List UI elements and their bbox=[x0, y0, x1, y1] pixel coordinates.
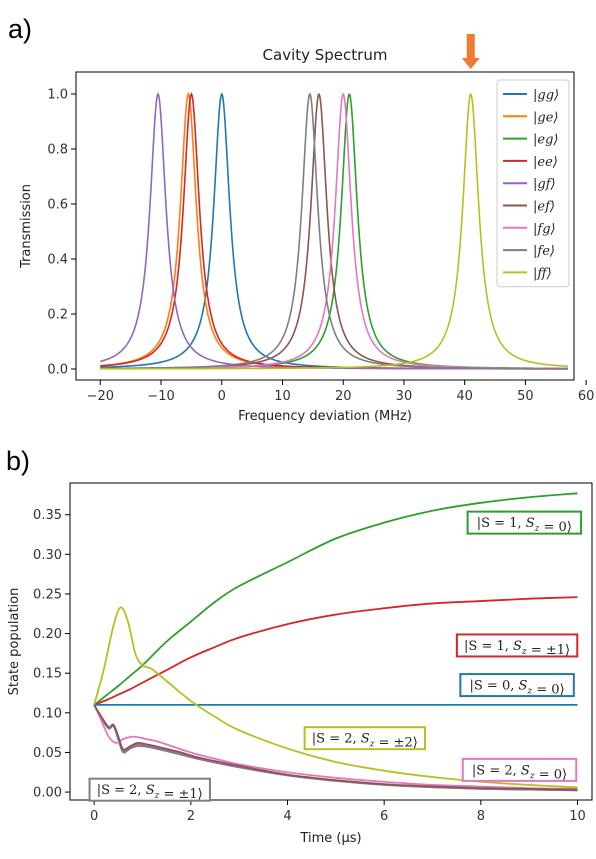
legend-label-gg: |gg⟩ bbox=[533, 88, 559, 103]
legend-label-eg: |eg⟩ bbox=[533, 133, 558, 148]
y-tick-label: 0.20 bbox=[33, 627, 62, 642]
legend-label-ge: |ge⟩ bbox=[533, 110, 558, 125]
x-tick-label: −10 bbox=[147, 389, 174, 404]
x-tick-label: 40 bbox=[456, 389, 473, 404]
plot-area bbox=[75, 71, 575, 381]
x-axis-label: Frequency deviation (MHz) bbox=[238, 409, 412, 424]
legend-label-ff: |ff⟩ bbox=[533, 266, 552, 281]
cavity-spectrum-chart: −20 −10 0 10 20 30 40 50 60 0.0 0.2 0.4 0.6 0.8 1.0 Cav… bbox=[19, 34, 594, 424]
x-tick-label: 8 bbox=[477, 809, 485, 824]
legend-label-fe: |fe⟩ bbox=[533, 244, 555, 259]
series-line-s-1-sz-0 bbox=[93, 492, 578, 706]
y-axis-label: State population bbox=[7, 588, 22, 696]
y-axis-label: Transmission bbox=[19, 184, 34, 269]
x-tick-label: 0 bbox=[218, 389, 226, 404]
legend-label-gf: |gf⟩ bbox=[533, 177, 556, 192]
y-tick-label: 0.30 bbox=[33, 548, 62, 563]
y-tick-label: 0.00 bbox=[33, 786, 62, 801]
chart-title: Cavity Spectrum bbox=[263, 46, 388, 64]
y-tick-label: 0.8 bbox=[47, 143, 68, 158]
annotation-label-s-1-sz-0: |S = 1, Sz = 0⟩ bbox=[477, 516, 572, 535]
y-tick-label: 0.25 bbox=[33, 587, 62, 602]
y-tick-label: 0.15 bbox=[33, 667, 62, 682]
x-tick-label: 30 bbox=[396, 389, 413, 404]
series-line-ff bbox=[100, 92, 568, 370]
series-line-s-2-sz-pm2 bbox=[93, 606, 578, 789]
x-axis-label: Time (μs) bbox=[299, 831, 361, 846]
series-line-s-2-sz-pm1 bbox=[93, 704, 578, 791]
annotation-box-s-1-sz-0 bbox=[466, 510, 583, 535]
annotation-label-s-1-sz-pm1: |S = 1, Sz = ±1⟩ bbox=[464, 639, 570, 658]
x-tick-label: 60 bbox=[578, 389, 595, 404]
y-tick-label: 0.35 bbox=[33, 508, 62, 523]
x-tick-label: 4 bbox=[283, 809, 291, 824]
x-tick-label: 0 bbox=[90, 809, 98, 824]
x-tick-label: 20 bbox=[335, 389, 352, 404]
legend-label-fg: |fg⟩ bbox=[533, 222, 556, 237]
x-tick-label: 10 bbox=[274, 389, 291, 404]
y-tick-label: 0.2 bbox=[47, 308, 68, 323]
panel-a-label: a) bbox=[8, 14, 32, 44]
annotation-label-s-2-sz-0: |S = 2, Sz = 0⟩ bbox=[472, 763, 567, 782]
legend-box bbox=[496, 79, 570, 288]
annotation-label-s-2-sz-pm2: |S = 2, Sz = ±2⟩ bbox=[312, 732, 418, 751]
series-line-s-2-sz-0 bbox=[93, 704, 578, 790]
y-tick-label: 0.05 bbox=[33, 746, 62, 761]
x-tick-label: 2 bbox=[187, 809, 195, 824]
x-tick-label: 10 bbox=[569, 809, 586, 824]
panel-b-label: b) bbox=[6, 446, 30, 476]
y-tick-label: 0.4 bbox=[47, 253, 68, 268]
annotation-box-s-2-sz-pm2 bbox=[303, 726, 427, 751]
state-population-chart: 0 2 4 6 8 10 0.00 0.05 0.10 0.15 0.20 0.25 0.30 0.35 T… bbox=[7, 482, 593, 846]
legend-label-ee: |ee⟩ bbox=[533, 155, 558, 170]
y-tick-label: 0.6 bbox=[47, 198, 68, 213]
x-tick-label: −20 bbox=[87, 389, 114, 404]
y-tick-label: 0.0 bbox=[47, 363, 68, 378]
x-tick-label: 50 bbox=[517, 389, 534, 404]
y-tick-label: 1.0 bbox=[47, 88, 68, 103]
series-line-s-1-sz-pm1 bbox=[93, 596, 578, 706]
annotation-box-s-2-sz-pm1 bbox=[88, 777, 211, 802]
annotation-label-s-0-sz-0: |S = 0, Sz = 0⟩ bbox=[470, 679, 565, 698]
legend-label-ef: |ef⟩ bbox=[533, 200, 555, 215]
y-tick-label: 0.10 bbox=[33, 706, 62, 721]
annotation-box-s-0-sz-0 bbox=[459, 673, 575, 698]
annotation-label-s-2-sz-pm1: |S = 2, Sz = ±1⟩ bbox=[97, 783, 203, 802]
marker-arrow-icon bbox=[461, 34, 480, 69]
series-line-fe bbox=[100, 92, 568, 370]
annotation-box-s-2-sz-0 bbox=[461, 757, 578, 782]
annotation-box-s-1-sz-pm1 bbox=[455, 633, 579, 658]
x-tick-label: 6 bbox=[380, 809, 388, 824]
